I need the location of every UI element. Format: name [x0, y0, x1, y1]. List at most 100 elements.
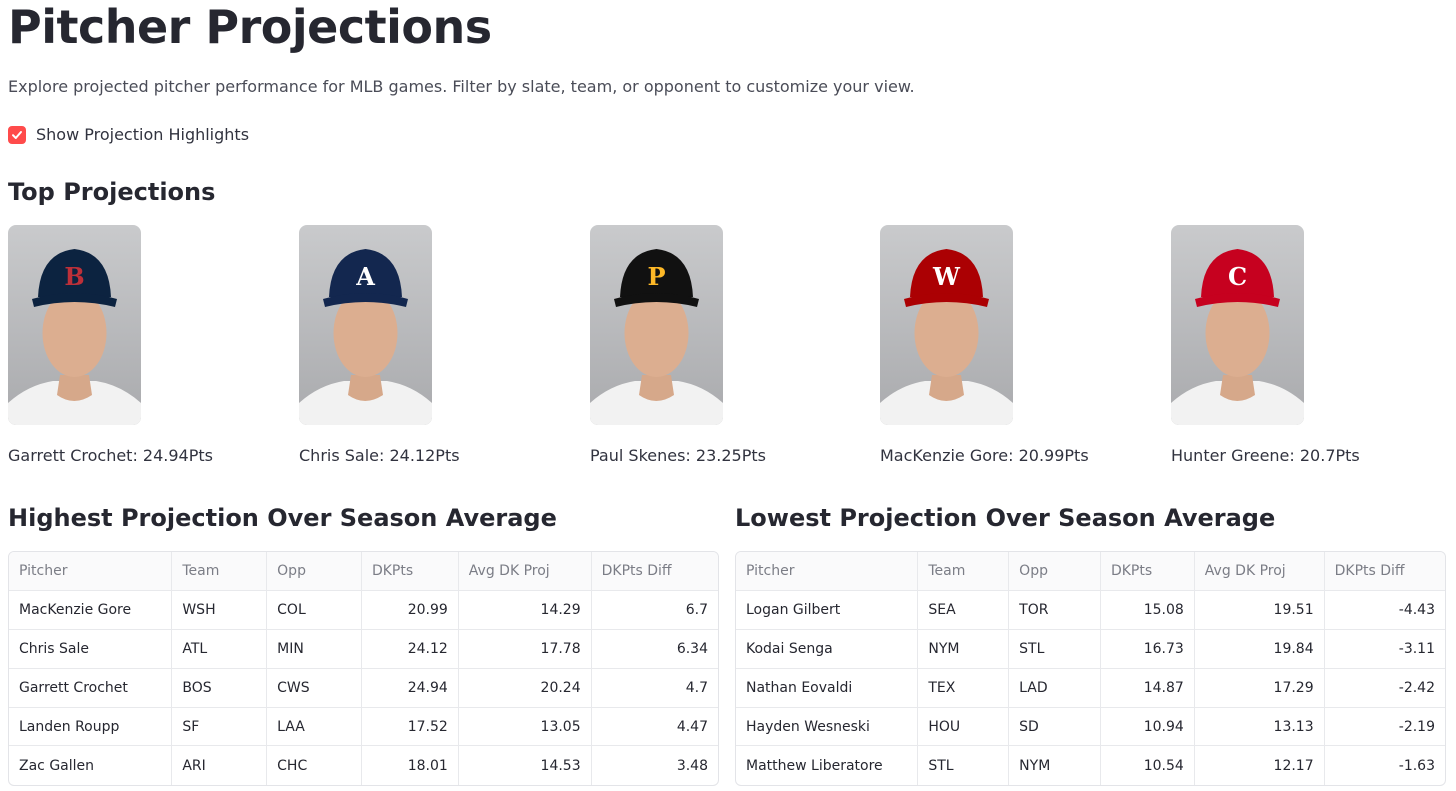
- svg-text:W: W: [932, 262, 961, 291]
- table-cell: -3.11: [1324, 629, 1445, 669]
- column-header[interactable]: Team: [917, 552, 1010, 592]
- table-cell: 20.24: [458, 668, 592, 708]
- table-row: Kodai Senga NYM STL 16.73 19.84 -3.11: [736, 629, 1445, 669]
- player-caption: Hunter Greene: 20.7Pts: [1171, 446, 1360, 465]
- table-cell: 6.34: [591, 629, 718, 669]
- table-cell: -1.63: [1398, 757, 1435, 774]
- svg-text:A: A: [355, 262, 375, 291]
- table-cell: MIN: [266, 629, 362, 669]
- column-header[interactable]: Avg DK Proj: [458, 552, 592, 592]
- table-cell: 12.17: [1194, 745, 1325, 785]
- table-cell: 13.05: [458, 707, 592, 747]
- player-headshot: W: [880, 225, 1013, 425]
- table-cell: 20.99: [361, 590, 459, 631]
- table-cell: Kodai Senga: [736, 629, 919, 669]
- player-headshot: C: [1171, 225, 1304, 425]
- table-cell: 15.08: [1100, 590, 1195, 631]
- table-row: MacKenzie Gore WSH COL 20.99 14.29 6.7: [9, 590, 718, 631]
- lowest-projection-table: Pitcher Team Opp DKPts Avg DK Proj DKPts Diff…: [735, 551, 1446, 786]
- svg-text:B: B: [64, 262, 84, 291]
- show-highlights-toggle[interactable]: Show Projection Highlights: [8, 124, 249, 146]
- table-cell: LAD: [1008, 668, 1101, 708]
- column-header[interactable]: Opp: [266, 552, 362, 592]
- table-cell: LAA: [266, 707, 362, 747]
- table-cell: TOR: [1008, 590, 1101, 631]
- svg-text:P: P: [647, 262, 665, 291]
- player-card: C Hunter Greene: 20.7Pts: [1171, 225, 1441, 466]
- player-card: B Garrett Crochet: 24.94Pts: [8, 225, 278, 466]
- column-header[interactable]: Opp: [1008, 552, 1101, 592]
- table-cell: 19.84: [1194, 629, 1325, 669]
- table-header-row: Pitcher Team Opp DKPts Avg DK Proj DKPts Diff: [9, 552, 718, 592]
- table-cell: Garrett Crochet: [9, 668, 173, 708]
- table-cell: MacKenzie Gore: [9, 590, 173, 631]
- player-headshot: P: [590, 225, 723, 425]
- column-header[interactable]: Avg DK Proj: [1194, 552, 1325, 592]
- table-cell: SD: [1008, 707, 1101, 747]
- show-highlights-label: Show Projection Highlights: [36, 125, 250, 144]
- column-header[interactable]: DKPts: [1100, 552, 1195, 592]
- table-cell: 4.7: [591, 668, 718, 708]
- table-cell: 4.47: [591, 707, 718, 747]
- table-cell: STL: [1008, 629, 1101, 669]
- table-cell: 24.12: [361, 629, 459, 669]
- table-cell: Matthew Liberatore: [736, 745, 919, 785]
- player-caption: Chris Sale: 24.12Pts: [299, 446, 460, 465]
- highest-projection-table: Pitcher Team Opp DKPts Avg DK Proj DKPts Diff…: [8, 551, 719, 786]
- player-card: P Paul Skenes: 23.25Pts: [590, 225, 860, 466]
- table-cell: BOS: [171, 668, 268, 708]
- table-cell: CWS: [266, 668, 362, 708]
- table-cell: 10.54: [1100, 745, 1195, 785]
- player-headshot: B: [8, 225, 141, 425]
- column-header[interactable]: DKPts Diff: [1324, 552, 1445, 592]
- table-cell: 10.94: [1100, 707, 1195, 747]
- table-cell: NYM: [1008, 745, 1101, 785]
- table-cell: ATL: [171, 629, 268, 669]
- table-cell: SEA: [917, 590, 1010, 631]
- column-header[interactable]: Team: [171, 552, 268, 592]
- column-header[interactable]: DKPts Diff: [591, 552, 718, 592]
- table-cell: 16.73: [1100, 629, 1195, 669]
- table-cell: 24.94: [361, 668, 459, 708]
- table-cell: HOU: [917, 707, 1010, 747]
- table-cell: STL: [917, 745, 1010, 785]
- table-cell: TEX: [917, 668, 1010, 708]
- table-row: Zac Gallen ARI CHC 18.01 14.53 3.48: [9, 745, 718, 785]
- player-caption: Garrett Crochet: 24.94Pts: [8, 446, 213, 465]
- table-row: Chris Sale ATL MIN 24.12 17.78 6.34: [9, 629, 718, 669]
- table-row: Hayden Wesneski HOU SD 10.94 13.13 -2.19: [736, 707, 1445, 747]
- table-cell: Chris Sale: [9, 629, 173, 669]
- checkbox-checked-icon[interactable]: [8, 126, 26, 144]
- table-cell: -2.19: [1324, 707, 1445, 747]
- table-cell: 17.52: [361, 707, 459, 747]
- table-cell: 18.01: [361, 745, 459, 785]
- table-cell: 17.29: [1194, 668, 1325, 708]
- column-header[interactable]: Pitcher: [736, 552, 919, 592]
- table-row: Garrett Crochet BOS CWS 24.94 20.24 4.7: [9, 668, 718, 708]
- lowest-table-heading: Lowest Projection Over Season Average: [735, 504, 1276, 532]
- highest-table-heading: Highest Projection Over Season Average: [8, 504, 557, 532]
- table-cell: Landen Roupp: [9, 707, 173, 747]
- player-card: W MacKenzie Gore: 20.99Pts: [880, 225, 1150, 466]
- table-cell: 13.13: [1194, 707, 1325, 747]
- table-cell: Nathan Eovaldi: [736, 668, 919, 708]
- table-cell: SF: [171, 707, 268, 747]
- table-cell: Zac Gallen: [9, 745, 173, 785]
- svg-text:C: C: [1228, 262, 1247, 291]
- column-header[interactable]: DKPts: [361, 552, 459, 592]
- player-caption: MacKenzie Gore: 20.99Pts: [880, 446, 1089, 465]
- table-cell: -2.42: [1324, 668, 1445, 708]
- table-cell: WSH: [171, 590, 268, 631]
- table-row: Matthew Liberatore STL NYM 10.54 12.17 -1.63: [736, 745, 1445, 785]
- table-cell: 6.7: [591, 590, 718, 631]
- table-cell: 14.87: [1100, 668, 1195, 708]
- table-cell: 14.53: [458, 745, 592, 785]
- table-cell: Logan Gilbert: [736, 590, 919, 631]
- column-header[interactable]: Pitcher: [9, 552, 173, 592]
- table-row: Landen Roupp SF LAA 17.52 13.05 4.47: [9, 707, 718, 747]
- page-title: Pitcher Projections: [8, 0, 492, 54]
- player-headshot: A: [299, 225, 432, 425]
- table-cell: -4.43: [1324, 590, 1445, 631]
- table-cell: NYM: [917, 629, 1010, 669]
- top-projections-heading: Top Projections: [8, 178, 216, 206]
